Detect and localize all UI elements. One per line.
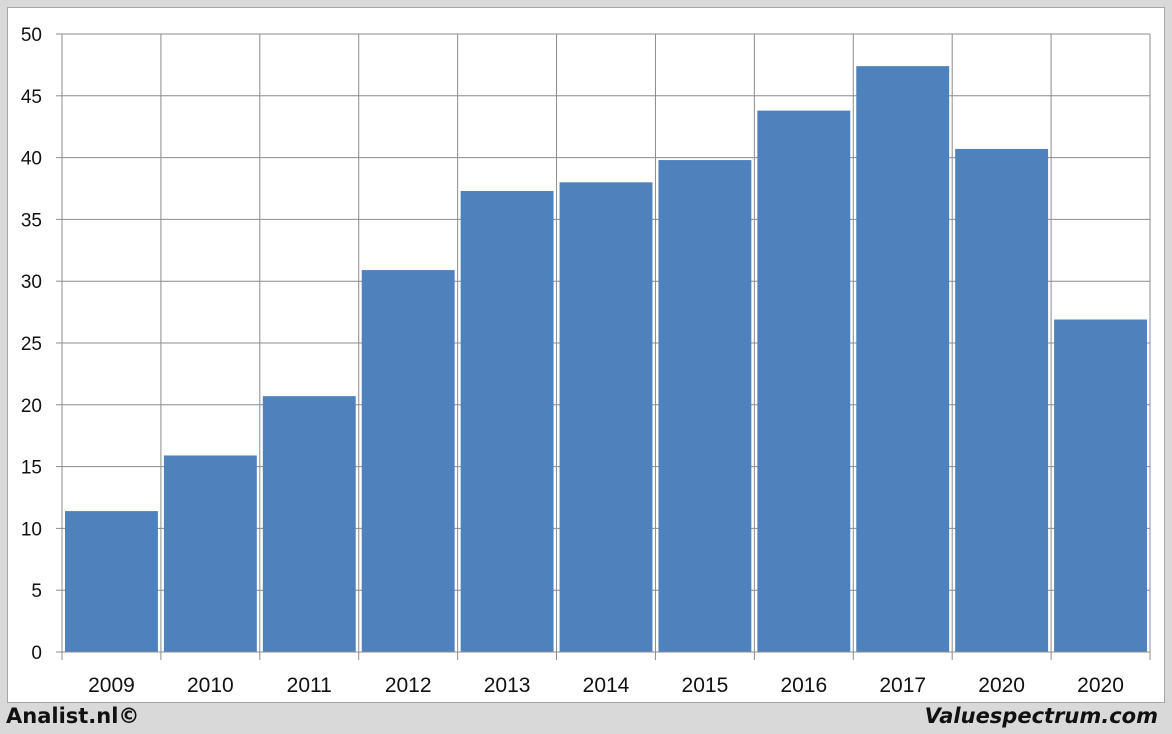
y-tick-label: 35 bbox=[21, 210, 42, 231]
bar bbox=[1054, 319, 1147, 652]
x-tick-label: 2016 bbox=[780, 674, 827, 697]
footer-right-credit: Valuespectrum.com bbox=[924, 704, 1158, 728]
y-tick-label: 30 bbox=[21, 272, 42, 293]
bar bbox=[856, 66, 950, 653]
bar bbox=[262, 396, 356, 652]
bar bbox=[163, 455, 257, 652]
x-tick-label: 2012 bbox=[385, 674, 432, 697]
x-tick-label: 2020 bbox=[978, 674, 1025, 697]
bar bbox=[757, 110, 851, 652]
footer-left-credit: Analist.nl© bbox=[6, 704, 140, 728]
y-tick-label: 15 bbox=[21, 458, 42, 479]
bar bbox=[559, 182, 653, 652]
x-tick-label: 2009 bbox=[88, 674, 135, 697]
x-tick-label: 2017 bbox=[879, 674, 926, 697]
x-tick-label: 2010 bbox=[187, 674, 234, 697]
bar bbox=[955, 148, 1049, 652]
bar bbox=[361, 270, 455, 652]
x-tick-label: 2011 bbox=[287, 674, 332, 697]
x-tick-label: 2013 bbox=[484, 674, 531, 697]
x-tick-label: 2015 bbox=[682, 674, 729, 697]
y-tick-label: 40 bbox=[21, 149, 42, 170]
y-tick-label: 0 bbox=[31, 643, 42, 664]
bar bbox=[658, 160, 752, 652]
y-tick-label: 5 bbox=[31, 581, 42, 602]
bar bbox=[65, 511, 158, 652]
y-tick-label: 50 bbox=[21, 25, 42, 46]
y-tick-label: 25 bbox=[21, 334, 42, 355]
x-tick-label: 2014 bbox=[583, 674, 630, 697]
y-tick-label: 10 bbox=[21, 519, 42, 540]
bar bbox=[460, 190, 554, 653]
y-tick-label: 45 bbox=[21, 87, 42, 108]
x-tick-label: 2020 bbox=[1077, 674, 1124, 697]
y-tick-label: 20 bbox=[21, 396, 42, 417]
